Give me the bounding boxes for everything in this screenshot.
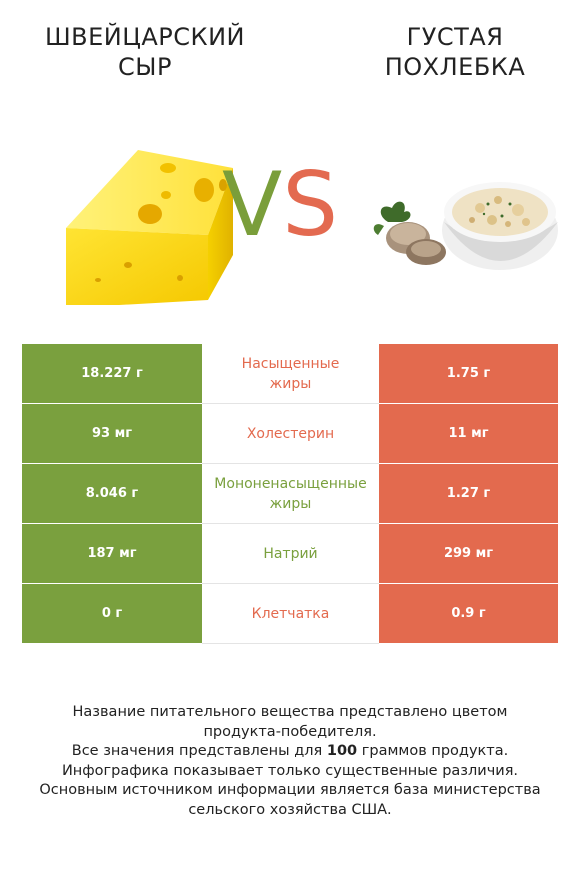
left-value-cell: 18.227 г (22, 344, 202, 403)
vs-label: VS (222, 150, 338, 260)
right-value-cell: 0.9 г (379, 584, 558, 643)
table-row: 93 мг Холестерин 11 мг (22, 404, 558, 464)
nutrient-name-cell: Холестерин (202, 404, 379, 463)
table-row: 0 г Клетчатка 0.9 г (22, 584, 558, 644)
nutrient-name-cell: Насыщенные жиры (202, 344, 379, 403)
table-row: 18.227 г Насыщенные жиры 1.75 г (22, 344, 558, 404)
footer-line: сельского хозяйства США. (188, 801, 392, 818)
right-product-title: ГУСТАЯ ПОХЛЕБКА (384, 23, 526, 81)
footer-text: граммов продукта. (357, 743, 509, 759)
vs-s-letter: S (282, 153, 339, 256)
nutrient-name: Холестерин (246, 425, 335, 442)
nutrient-name-cell: Натрий (202, 524, 379, 583)
row-divider (202, 403, 379, 404)
left-value-cell: 187 мг (22, 524, 202, 583)
footer-line: Название питательного вещества представл… (72, 704, 508, 720)
left-value-cell: 8.046 г (22, 464, 202, 523)
footer-notes: Название питательного вещества представл… (20, 703, 560, 820)
table-row: 187 мг Натрий 299 мг (22, 524, 558, 584)
nutrient-name: Мононенасыщенные жиры (214, 475, 367, 512)
nutrient-name: Натрий (263, 545, 318, 562)
left-value-cell: 93 мг (22, 404, 202, 463)
nutrient-comparison-table: 18.227 г Насыщенные жиры 1.75 г 93 мг Холест… (22, 344, 558, 644)
nutrient-name: Насыщенные жиры (241, 355, 340, 392)
footer-line: Инфографика показывает только существенн… (61, 762, 519, 779)
vs-v-letter: V (222, 153, 283, 256)
product-images: VS (0, 120, 580, 310)
row-divider (202, 643, 379, 644)
row-divider (202, 463, 379, 464)
footer-line: продукта-победителя. (203, 723, 377, 740)
footer-line: Основным источником информации является … (39, 782, 541, 798)
nutrient-name: Клетчатка (251, 605, 330, 622)
right-value-cell: 1.27 г (379, 464, 558, 523)
right-value-cell: 299 мг (379, 524, 558, 583)
cheese-icon (66, 150, 233, 305)
left-value-cell: 0 г (22, 584, 202, 643)
footer-line: Все значения представлены для 100 граммо… (20, 742, 560, 762)
chowder-bowl-icon (373, 182, 558, 270)
footer-number: 100 (326, 743, 358, 759)
left-product-title: ШВЕЙЦАРСКИЙ СЫР (45, 23, 245, 81)
right-value-cell: 11 мг (379, 404, 558, 463)
row-divider (202, 523, 379, 524)
row-divider (202, 583, 379, 584)
nutrient-name-cell: Мононенасыщенные жиры (202, 464, 379, 523)
right-value-cell: 1.75 г (379, 344, 558, 403)
table-row: 8.046 г Мононенасыщенные жиры 1.27 г (22, 464, 558, 524)
footer-text: Все значения представлены для (71, 743, 327, 759)
nutrient-name-cell: Клетчатка (202, 584, 379, 643)
